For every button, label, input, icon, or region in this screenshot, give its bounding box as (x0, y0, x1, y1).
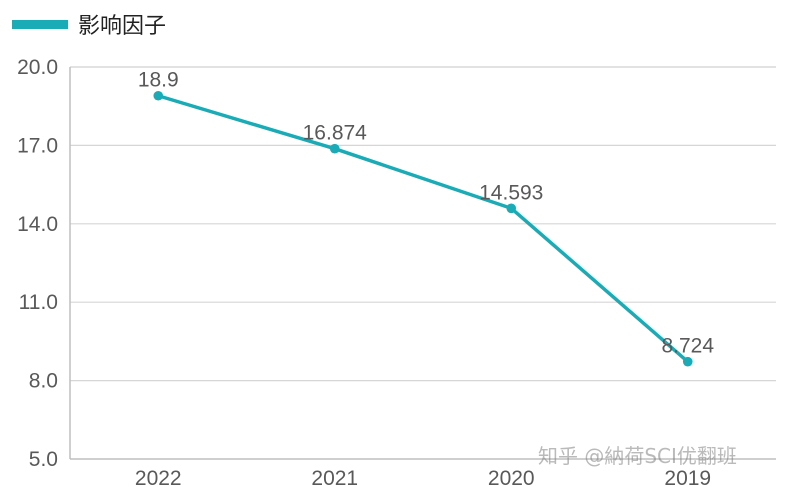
y-tick-label: 17.0 (17, 134, 58, 157)
legend-label: 影响因子 (78, 14, 167, 39)
y-tick-label: 20.0 (17, 56, 58, 79)
watermark: 知乎 @納荷SCI优翻班 (538, 444, 737, 468)
legend: 影响因子 (12, 9, 166, 39)
y-tick-label: 14.0 (17, 213, 58, 236)
data-point (506, 203, 517, 214)
x-tick-label: 2019 (664, 467, 711, 487)
data-label: 18.9 (138, 69, 179, 92)
x-tick-labels: 2022 2021 2020 2019 (135, 467, 711, 487)
data-point (153, 90, 164, 101)
data-point (329, 143, 340, 154)
y-tick-label: 8.0 (29, 370, 58, 393)
y-tick-label: 5.0 (29, 448, 58, 471)
y-tick-label: 11.0 (19, 291, 58, 314)
data-label: 14.593 (479, 181, 543, 204)
data-label: 8.724 (661, 335, 714, 358)
data-label: 16.874 (303, 122, 368, 145)
x-tick-label: 2022 (135, 467, 182, 487)
axis-layer (69, 67, 776, 460)
x-tick-label: 2021 (311, 467, 358, 487)
y-tick-labels: 5.0 8.0 11.0 14.0 17.0 20.0 (17, 56, 58, 471)
series-line (157, 94, 689, 364)
series-layer (153, 90, 693, 367)
data-point (682, 356, 693, 367)
legend-swatch (12, 19, 68, 29)
grid-layer (70, 66, 776, 382)
x-tick-label: 2020 (488, 467, 535, 487)
data-labels: 18.9 16.874 14.593 8.724 (138, 69, 715, 358)
